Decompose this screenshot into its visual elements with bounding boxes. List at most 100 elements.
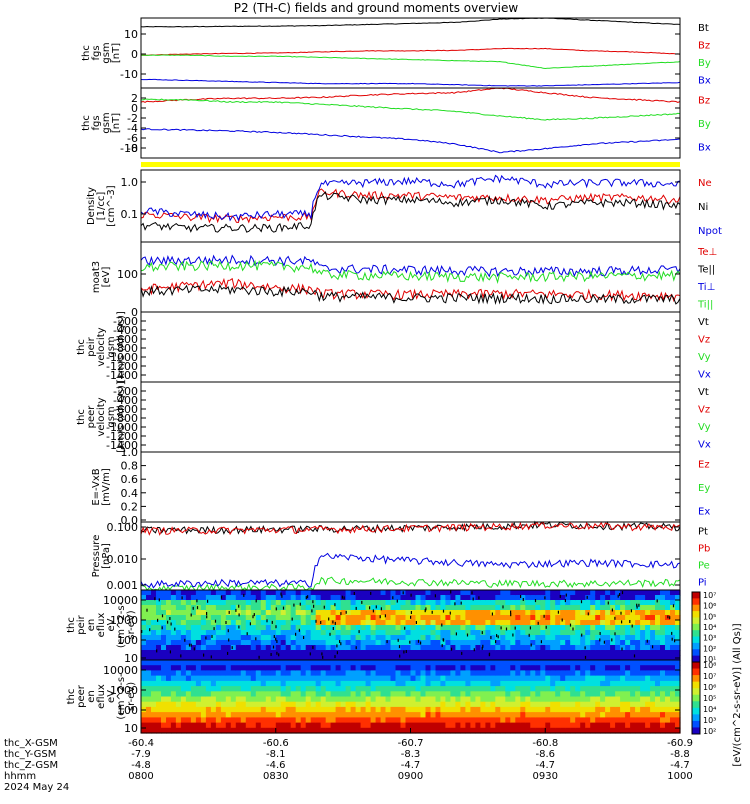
- legend-Ex: Ex: [698, 506, 710, 517]
- spectrogram-cell: [405, 665, 412, 671]
- spectrogram-cell: [645, 640, 651, 646]
- spectrogram-cell: [645, 712, 651, 718]
- spectrogram-cell: [545, 640, 551, 646]
- spectrogram-cell: [465, 645, 471, 651]
- spectrogram-cell: [195, 706, 202, 713]
- spectrogram-cell: [370, 665, 377, 671]
- spectrogram-cell: [365, 610, 372, 616]
- spectrogram-cell: [335, 630, 342, 636]
- spectrogram-cell: [370, 645, 377, 651]
- spectrogram-cell: [520, 706, 526, 713]
- spectrogram-cell: [375, 686, 382, 692]
- spectrogram-cell: [470, 706, 476, 713]
- spectrogram-cell: [280, 615, 287, 621]
- spectrogram-cell: [340, 635, 347, 641]
- spectrogram-cell: [250, 600, 257, 606]
- spectrogram-cell: [610, 686, 616, 692]
- spectrogram-cell: [565, 650, 571, 656]
- spectrogram-cell: [500, 701, 506, 708]
- spectrogram-cell: [530, 590, 536, 596]
- spectrogram-cell: [220, 645, 227, 651]
- spectrogram-cell: [380, 665, 387, 671]
- spectrogram-cell: [495, 727, 501, 734]
- colorbar-tick: 10⁴: [703, 623, 716, 632]
- spectrogram-cell: [605, 650, 611, 656]
- spectrogram-cell: [300, 645, 307, 651]
- spectrogram-cell: [340, 620, 347, 626]
- spectrogram-cell: [220, 630, 227, 636]
- spectrogram-cell: [340, 625, 347, 631]
- spectrogram-cell: [260, 712, 267, 718]
- spectrogram-cell: [415, 696, 422, 703]
- spectrogram-cell: [220, 717, 227, 724]
- spectrogram-cell: [330, 722, 337, 729]
- spectrogram-cell: [545, 605, 551, 611]
- spectrogram-cell: [620, 640, 626, 646]
- spectrogram-cell: [190, 712, 197, 718]
- spectrogram-cell: [505, 610, 511, 616]
- spectrogram-cell: [295, 680, 302, 687]
- spectrogram-cell: [375, 615, 382, 621]
- ylabel-line: fgs: [91, 115, 102, 130]
- spectrogram-cell: [595, 650, 601, 656]
- ytick-label: -1200: [106, 360, 138, 373]
- spectrogram-cell: [240, 660, 247, 666]
- spectrogram-cell: [400, 675, 407, 682]
- spectrogram-gap: [617, 594, 619, 598]
- spectrogram-cell: [620, 680, 626, 687]
- spectrogram-cell: [440, 675, 446, 682]
- spectrogram-cell: [590, 645, 596, 651]
- spectrogram-cell: [270, 610, 277, 616]
- spectrogram-cell: [325, 640, 332, 646]
- spectrogram-cell: [255, 686, 262, 692]
- ylabel-line: moat3: [91, 261, 102, 293]
- spectrogram-gap: [278, 653, 280, 657]
- spectrogram-cell: [610, 727, 616, 734]
- spectrogram-cell: [615, 590, 621, 596]
- spectrogram-cell: [595, 680, 601, 687]
- legend-Ni: Ni: [698, 202, 708, 213]
- spectrogram-cell: [185, 727, 192, 734]
- spectrogram-cell: [465, 590, 471, 596]
- spectrogram-cell: [205, 655, 212, 661]
- spectrogram-cell: [505, 625, 511, 631]
- spectrogram-cell: [440, 670, 446, 677]
- spectrogram-cell: [615, 630, 621, 636]
- spectrogram-cell: [215, 615, 222, 621]
- spectrogram-cell: [655, 717, 661, 724]
- spectrogram-cell: [465, 605, 471, 611]
- spectrogram-cell: [535, 600, 541, 606]
- spectrogram-gap: [341, 595, 343, 599]
- spectrogram-cell: [490, 691, 496, 698]
- ylabel-line: en: [86, 619, 97, 632]
- spectrogram-cell: [490, 717, 496, 724]
- spectrogram-cell: [295, 645, 302, 651]
- spectrogram-gap: [599, 638, 601, 642]
- spectrogram-cell: [670, 590, 676, 596]
- spectrogram-cell: [270, 696, 277, 703]
- spectrogram-gap: [402, 591, 404, 595]
- spectrogram-cell: [570, 600, 576, 606]
- spectrogram-cell: [665, 691, 671, 698]
- spectrogram-cell: [610, 650, 616, 656]
- spectrogram-cell: [360, 615, 367, 621]
- spectrogram-cell: [500, 600, 506, 606]
- spectrogram-cell: [610, 605, 616, 611]
- spectrogram-cell: [575, 625, 581, 631]
- spectrogram-cell: [660, 722, 666, 729]
- spectrogram-cell: [350, 680, 357, 687]
- spectrogram-cell: [605, 706, 611, 713]
- spectrogram-cell: [575, 717, 581, 724]
- spectrogram-cell: [580, 696, 586, 703]
- spectrogram-cell: [170, 605, 177, 611]
- spectrogram-cell: [365, 600, 372, 606]
- spectrogram-cell: [545, 665, 551, 671]
- spectrogram-cell: [475, 686, 481, 692]
- colorbar-step: [692, 598, 700, 606]
- spectrogram-cell: [440, 630, 446, 636]
- spectrogram-cell: [350, 590, 357, 596]
- spectrogram-cell: [575, 650, 581, 656]
- ylabel-line: peer: [76, 684, 87, 708]
- spectrogram-cell: [330, 590, 337, 596]
- spectrogram-cell: [655, 665, 661, 671]
